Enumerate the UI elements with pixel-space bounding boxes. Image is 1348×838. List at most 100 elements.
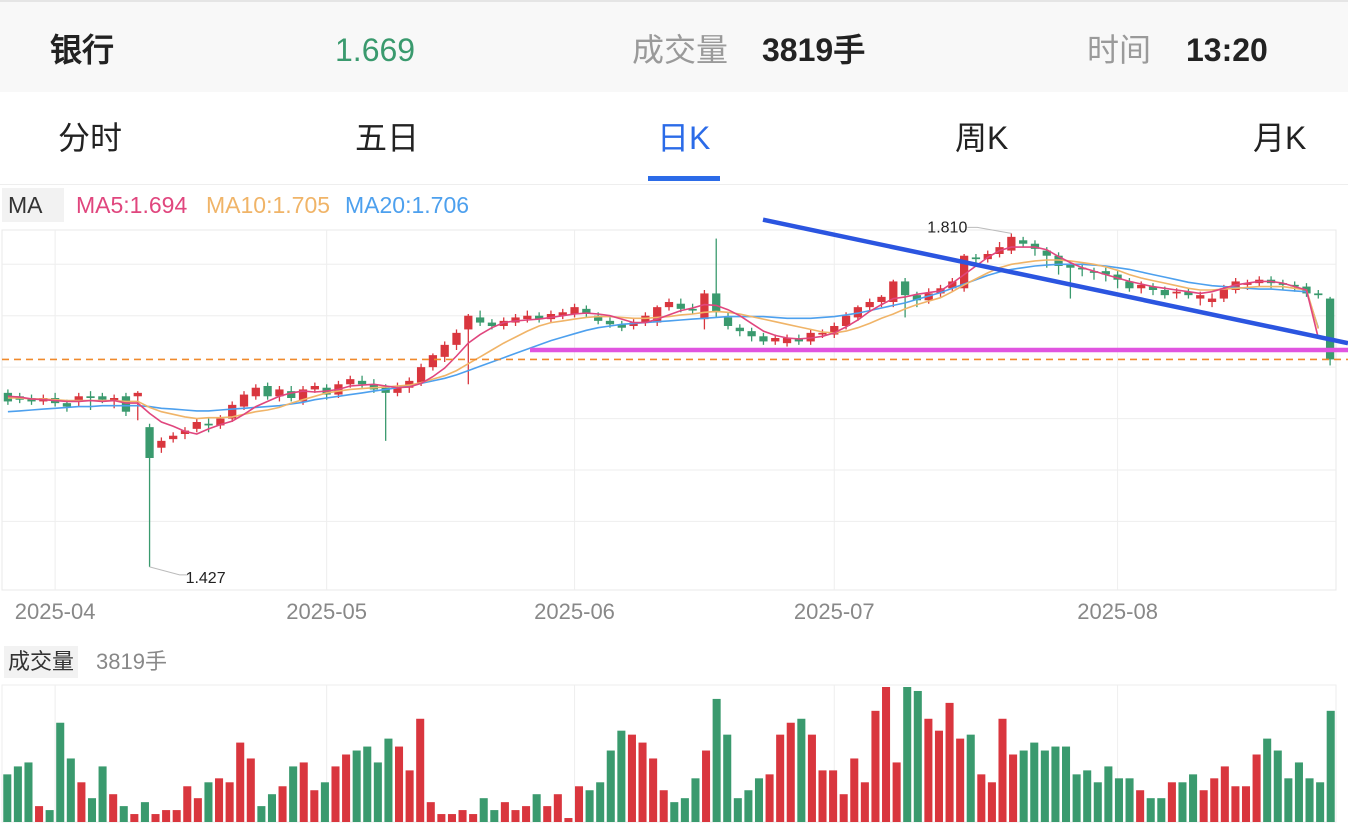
volume-bar	[691, 778, 700, 822]
volume-bar	[1040, 750, 1049, 822]
candle-body	[1219, 288, 1228, 299]
volume-value: 3819手	[762, 32, 866, 68]
volume-bar	[215, 778, 224, 822]
candle-body	[841, 315, 851, 326]
volume-bar	[807, 734, 816, 822]
candle-body	[712, 293, 721, 313]
trend-line	[762, 217, 1348, 346]
volume-bar	[13, 766, 22, 822]
candle-body	[1125, 281, 1134, 289]
candle-body	[357, 380, 367, 385]
candle-body	[1172, 291, 1181, 294]
volume-bar	[871, 710, 880, 822]
volume-label: 成交量	[632, 32, 729, 68]
volume-bar	[1146, 798, 1155, 822]
x-tick-label: 2025-05	[286, 599, 367, 624]
candle-body	[1030, 243, 1040, 249]
candle-body	[948, 281, 957, 289]
candle-body	[582, 308, 591, 314]
volume-bar	[352, 750, 361, 822]
volume-bar	[913, 690, 922, 822]
candle-body	[27, 398, 36, 402]
candle-body	[653, 307, 662, 323]
time-label: 时间	[1087, 32, 1152, 68]
volume-bar	[1199, 790, 1208, 822]
volume-bar	[1093, 782, 1102, 822]
x-tick-label: 2025-07	[794, 599, 875, 624]
candle-body	[1007, 236, 1016, 251]
candle-body	[511, 317, 520, 323]
active-tab-indicator	[648, 176, 720, 181]
candle-body	[452, 332, 461, 345]
candle-body	[570, 307, 579, 314]
volume-bar	[56, 722, 65, 822]
candle-body	[180, 430, 190, 434]
candle-body	[771, 338, 780, 342]
candle-body	[275, 389, 284, 397]
tab-intraday[interactable]: 分时	[58, 120, 123, 156]
volume-bar	[77, 782, 86, 822]
candle-body	[558, 312, 567, 316]
volume-bar	[1263, 738, 1272, 822]
volume-bar	[712, 698, 721, 822]
volume-bar	[384, 738, 393, 822]
x-tick-label: 2025-08	[1077, 599, 1158, 624]
candle-body	[641, 315, 650, 323]
volume-bar	[956, 738, 965, 822]
volume-bar	[1019, 750, 1028, 822]
tab-weekly-k[interactable]: 周K	[955, 120, 1009, 156]
volume-bar	[469, 814, 478, 822]
candle-body	[62, 403, 72, 407]
ma-indicator-tag[interactable]: MA	[2, 188, 64, 222]
ma10-line	[7, 259, 1320, 420]
candle-body	[1290, 284, 1299, 287]
volume-bar	[585, 790, 594, 822]
candle-body	[1066, 264, 1075, 268]
candle-body	[145, 427, 154, 458]
volume-bar	[818, 770, 827, 822]
volume-bar	[257, 806, 266, 822]
quote-header: 银行 1.669 成交量 3819手 时间 13:20	[0, 0, 1348, 92]
volume-bar	[638, 742, 647, 822]
candle-body	[228, 404, 237, 419]
volume-bar	[66, 758, 75, 822]
volume-bar	[786, 722, 795, 822]
volume-bar	[204, 782, 213, 822]
volume-bar	[172, 810, 181, 822]
candle-body	[381, 387, 390, 393]
candle-body	[594, 315, 603, 321]
volume-bar	[617, 730, 626, 822]
candle-body	[912, 295, 922, 301]
volume-bar	[1231, 786, 1240, 822]
volume-bar	[1051, 746, 1060, 822]
candle-body	[1325, 298, 1335, 360]
candle-body	[1207, 298, 1217, 302]
volume-indicator-tag[interactable]: 成交量	[4, 646, 79, 678]
volume-bar	[45, 810, 54, 822]
candle-body	[818, 332, 827, 335]
volume-bar	[289, 766, 298, 822]
volume-bar	[934, 730, 943, 822]
candle-body	[782, 338, 792, 344]
tab-monthly-k[interactable]: 月K	[1253, 120, 1307, 156]
candle-body	[759, 336, 768, 342]
candle-body	[806, 332, 815, 342]
candle-body	[251, 387, 260, 397]
tab-five-day[interactable]: 五日	[355, 120, 420, 156]
candle-body	[1054, 255, 1063, 266]
volume-bar	[1305, 778, 1314, 822]
volume-bar	[1114, 778, 1123, 822]
volume-bar	[35, 806, 44, 822]
volume-bar	[553, 794, 562, 822]
volume-bar	[140, 802, 149, 822]
candle-body	[1042, 250, 1051, 256]
candle-body	[1278, 283, 1288, 285]
candle-body	[1314, 293, 1323, 296]
tab-daily-k[interactable]: 日K	[657, 120, 711, 156]
volume-bar	[860, 782, 869, 822]
volume-bar	[373, 762, 382, 822]
candle-body	[1078, 267, 1087, 270]
candle-body	[605, 320, 615, 325]
candle-body	[1160, 290, 1169, 296]
